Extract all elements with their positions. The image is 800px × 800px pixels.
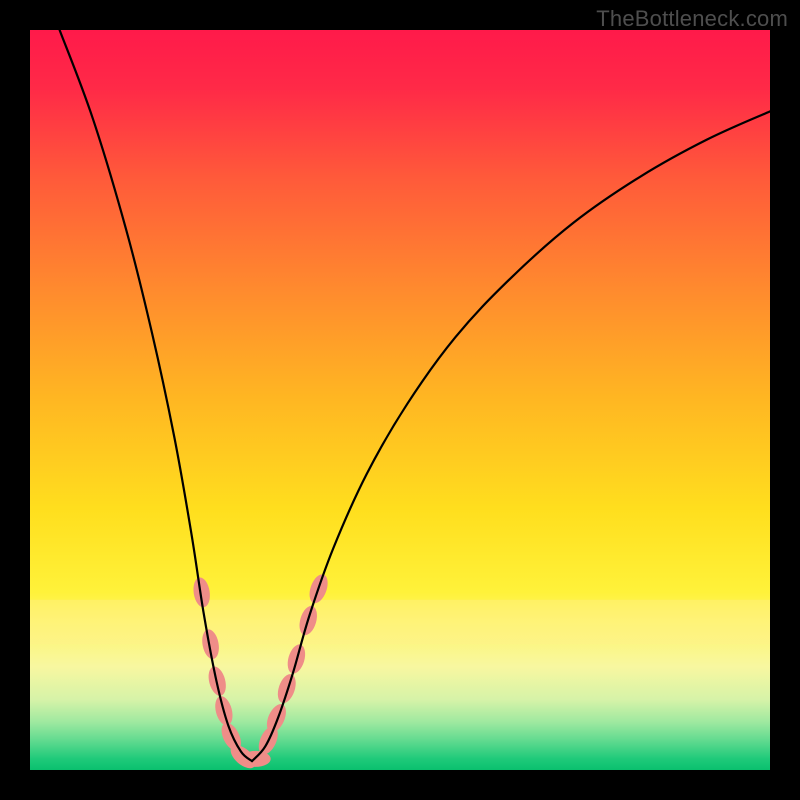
- plot-area: [30, 30, 770, 770]
- watermark-text: TheBottleneck.com: [596, 6, 788, 32]
- plot-background: [30, 30, 770, 770]
- chart-canvas: TheBottleneck.com: [0, 0, 800, 800]
